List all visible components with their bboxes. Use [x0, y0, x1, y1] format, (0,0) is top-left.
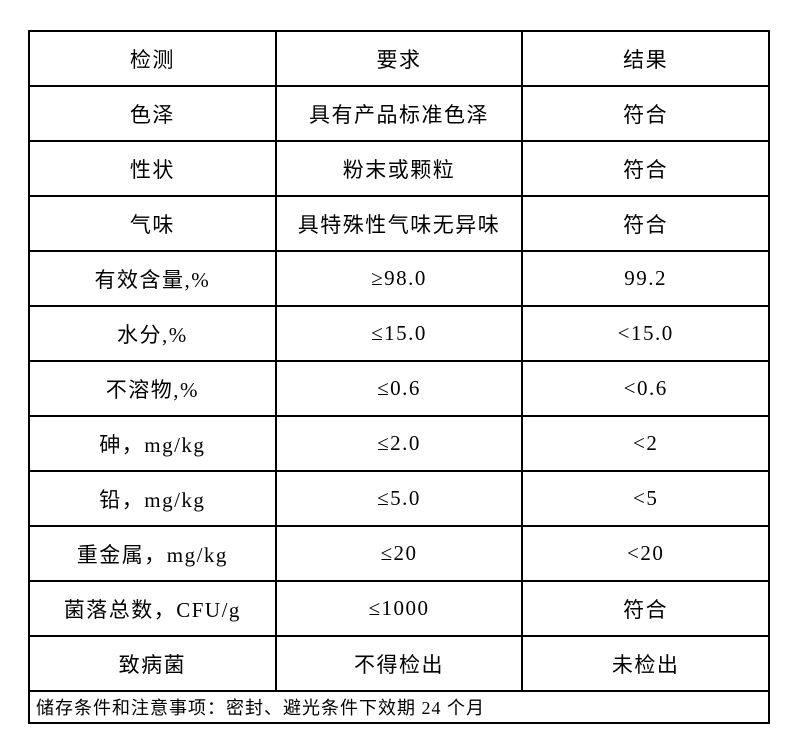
footer-row: 储存条件和注意事项：密封、避光条件下效期 24 个月 — [28, 690, 770, 724]
result-cell: 未检出 — [521, 635, 770, 692]
requirement-cell: ≤2.0 — [274, 415, 524, 472]
test-name-cell: 菌落总数，CFU/g — [28, 580, 277, 637]
table-row: 铅，mg/kg ≤5.0 <5 — [28, 470, 770, 527]
test-name-cell: 水分,% — [28, 305, 277, 362]
test-name-cell: 性状 — [28, 140, 277, 197]
test-name-cell: 有效含量,% — [28, 250, 277, 307]
requirement-cell: 不得检出 — [274, 635, 524, 692]
result-cell: <0.6 — [521, 360, 770, 417]
result-cell: 符合 — [521, 580, 770, 637]
table-row: 不溶物,% ≤0.6 <0.6 — [28, 360, 770, 417]
test-name-cell: 不溶物,% — [28, 360, 277, 417]
header-row: 检测 要求 结果 — [28, 30, 770, 87]
result-cell: <2 — [521, 415, 770, 472]
inspection-sheet: 检测 要求 结果 色泽 具有产品标准色泽 符合 性状 粉末或颗粒 符合 气味 具特殊性气味无异… — [28, 30, 770, 724]
header-requirement: 要求 — [274, 30, 524, 87]
table-row: 性状 粉末或颗粒 符合 — [28, 140, 770, 197]
result-cell: 符合 — [521, 85, 770, 142]
storage-note: 储存条件和注意事项：密封、避光条件下效期 24 个月 — [28, 690, 770, 724]
test-name-cell: 砷，mg/kg — [28, 415, 277, 472]
requirement-cell: 粉末或颗粒 — [274, 140, 524, 197]
requirement-cell: 具有产品标准色泽 — [274, 85, 524, 142]
table-row: 有效含量,% ≥98.0 99.2 — [28, 250, 770, 307]
table-row: 色泽 具有产品标准色泽 符合 — [28, 85, 770, 142]
header-result: 结果 — [521, 30, 770, 87]
requirement-cell: ≤5.0 — [274, 470, 524, 527]
requirement-cell: ≥98.0 — [274, 250, 524, 307]
table-row: 水分,% ≤15.0 <15.0 — [28, 305, 770, 362]
table-row: 重金属，mg/kg ≤20 <20 — [28, 525, 770, 582]
requirement-cell: ≤0.6 — [274, 360, 524, 417]
result-cell: 99.2 — [521, 250, 770, 307]
table-row: 砷，mg/kg ≤2.0 <2 — [28, 415, 770, 472]
test-name-cell: 气味 — [28, 195, 277, 252]
test-name-cell: 铅，mg/kg — [28, 470, 277, 527]
test-name-cell: 色泽 — [28, 85, 277, 142]
result-cell: <15.0 — [521, 305, 770, 362]
result-cell: <20 — [521, 525, 770, 582]
result-cell: <5 — [521, 470, 770, 527]
table-body: 色泽 具有产品标准色泽 符合 性状 粉末或颗粒 符合 气味 具特殊性气味无异味 符合 有效含量,%… — [28, 85, 770, 692]
requirement-cell: ≤15.0 — [274, 305, 524, 362]
header-test: 检测 — [28, 30, 277, 87]
requirement-cell: ≤1000 — [274, 580, 524, 637]
inspection-table: 检测 要求 结果 色泽 具有产品标准色泽 符合 性状 粉末或颗粒 符合 气味 具特殊性气味无异… — [28, 30, 770, 724]
table-row: 菌落总数，CFU/g ≤1000 符合 — [28, 580, 770, 637]
test-name-cell: 重金属，mg/kg — [28, 525, 277, 582]
test-name-cell: 致病菌 — [28, 635, 277, 692]
result-cell: 符合 — [521, 195, 770, 252]
requirement-cell: ≤20 — [274, 525, 524, 582]
table-row: 气味 具特殊性气味无异味 符合 — [28, 195, 770, 252]
result-cell: 符合 — [521, 140, 770, 197]
table-row: 致病菌 不得检出 未检出 — [28, 635, 770, 692]
requirement-cell: 具特殊性气味无异味 — [274, 195, 524, 252]
